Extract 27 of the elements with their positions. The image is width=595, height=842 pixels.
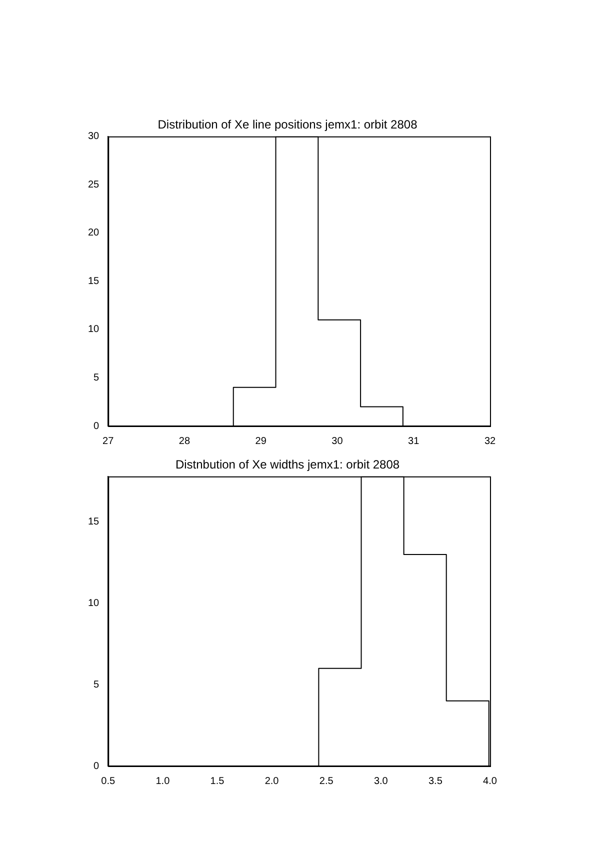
chart-title: Distribution of Xe line positions jemx1: orbit 2808 [158, 118, 418, 132]
x-tick-label: 32 [484, 436, 496, 447]
x-tick-label: 28 [178, 436, 190, 447]
y-tick-label: 10 [88, 324, 100, 336]
y-tick-label: 25 [88, 179, 100, 190]
x-tick-label: 1.5 [210, 776, 225, 787]
y-tick-label: 5 [94, 679, 100, 690]
chart-title: Distnbution of Xe widths jemx1: orbit 2808 [175, 458, 400, 472]
x-tick-label: 3.5 [428, 776, 443, 787]
y-tick-label: 30 [88, 131, 100, 142]
x-tick-label: 2.0 [264, 776, 280, 787]
y-tick-label: 0 [94, 760, 100, 772]
x-tick-label: 29 [255, 436, 267, 447]
y-tick-label: 10 [88, 598, 100, 610]
y-tick-label: 15 [88, 276, 100, 287]
x-tick-label: 0.5 [101, 776, 116, 787]
x-tick-label: 30 [332, 436, 344, 447]
x-tick-label: 4.0 [483, 776, 498, 787]
y-tick-label: 15 [88, 516, 100, 528]
x-tick-label: 2.5 [319, 776, 334, 787]
x-tick-label: 31 [408, 436, 420, 447]
x-tick-label: 1.0 [156, 776, 170, 787]
x-tick-label: 27 [102, 436, 114, 447]
y-tick-label: 5 [94, 372, 100, 384]
y-tick-label: 0 [94, 420, 100, 432]
x-tick-label: 3.0 [374, 776, 388, 787]
y-tick-label: 20 [88, 228, 100, 239]
